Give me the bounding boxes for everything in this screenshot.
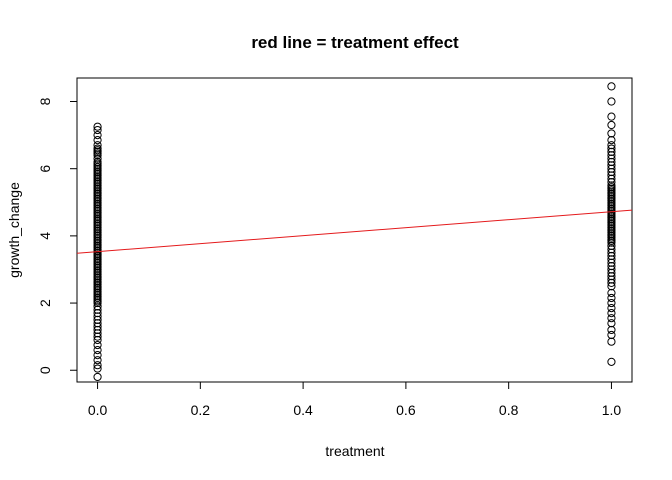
y-tick-label: 6 xyxy=(37,165,53,173)
data-point xyxy=(93,356,102,365)
data-point xyxy=(607,136,616,145)
data-point xyxy=(93,340,102,350)
data-point xyxy=(607,278,616,288)
data-point xyxy=(93,125,102,135)
treatment-effect-line-group xyxy=(76,209,633,254)
data-point xyxy=(607,112,616,121)
treatment-effect-line xyxy=(76,209,633,254)
data-point xyxy=(607,293,616,303)
data-point xyxy=(607,120,616,130)
x-tick-label: 0.8 xyxy=(499,402,519,418)
data-point xyxy=(93,372,102,382)
y-axis: 0 2 4 6 8 xyxy=(37,97,77,374)
y-tick-label: 8 xyxy=(37,97,53,105)
data-point xyxy=(607,330,616,340)
data-point xyxy=(607,357,616,366)
data-point xyxy=(607,309,616,318)
data-point xyxy=(607,298,616,308)
data-point xyxy=(93,351,102,360)
x-tick-label: 1.0 xyxy=(602,402,622,418)
x-tick-label: 0.4 xyxy=(293,402,313,418)
x-tick-label: 0.2 xyxy=(191,402,211,418)
data-point xyxy=(93,364,102,373)
data-point xyxy=(607,337,616,346)
data-point xyxy=(607,314,616,323)
data-point xyxy=(93,136,102,145)
data-point xyxy=(607,129,616,138)
data-point xyxy=(93,345,102,355)
plot-frame xyxy=(76,77,633,383)
x-tick-label: 0.6 xyxy=(396,402,416,418)
x-tick-label: 0.0 xyxy=(88,402,108,418)
data-point xyxy=(93,335,102,345)
data-point xyxy=(93,122,102,131)
x-axis: 0.0 0.2 0.4 0.6 0.8 1.0 xyxy=(88,382,622,418)
chart-title: red line = treatment effect xyxy=(251,33,459,52)
x-axis-label: treatment xyxy=(325,443,384,459)
y-tick-label: 0 xyxy=(37,366,53,374)
y-tick-label: 4 xyxy=(37,232,53,240)
data-point xyxy=(93,332,102,341)
data-point xyxy=(93,361,102,370)
data-point xyxy=(93,131,102,140)
y-tick-label: 2 xyxy=(37,299,53,307)
y-axis-label: growth_change xyxy=(6,182,22,278)
data-points xyxy=(93,82,616,382)
data-point xyxy=(607,325,616,335)
data-point xyxy=(607,288,616,298)
data-point xyxy=(607,82,616,91)
data-point xyxy=(607,97,616,106)
data-point xyxy=(607,303,616,313)
data-point xyxy=(607,319,616,328)
